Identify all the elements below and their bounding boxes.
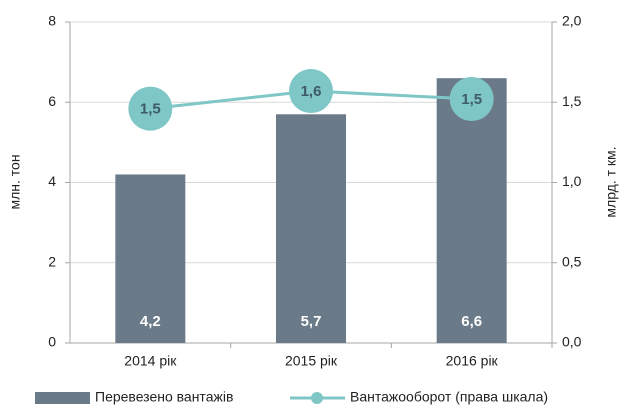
legend-label: Перевезено вантажів xyxy=(95,389,233,405)
line-value-label: 1,6 xyxy=(301,83,322,100)
legend-label: Вантажооборот (права шкала) xyxy=(350,389,548,405)
y-tick-label: 4 xyxy=(48,173,56,189)
bar xyxy=(115,174,186,343)
y-tick-label: 2 xyxy=(48,253,56,269)
line-marker xyxy=(449,77,494,122)
y2-tick-label: 0,0 xyxy=(562,334,582,350)
x-tick-label: 2016 рік xyxy=(446,353,499,369)
legend-swatch xyxy=(35,392,90,404)
line-value-label: 1,5 xyxy=(140,101,161,118)
bar-value-label: 6,6 xyxy=(461,313,482,330)
line-value-label: 1,5 xyxy=(461,91,482,108)
bar-value-label: 4,2 xyxy=(140,313,161,330)
line-marker xyxy=(128,86,173,131)
y2-tick-label: 1,0 xyxy=(562,173,582,189)
line-marker xyxy=(289,69,333,114)
y-tick-label: 8 xyxy=(48,13,56,29)
x-tick-label: 2015 рік xyxy=(285,353,338,369)
x-tick-label: 2014 рік xyxy=(124,353,177,369)
bar xyxy=(276,114,346,343)
y2-tick-label: 0,5 xyxy=(562,253,582,269)
bar-value-label: 5,7 xyxy=(301,313,322,330)
legend-swatch-marker xyxy=(311,392,323,404)
y-axis-label: млн. тон xyxy=(7,154,23,209)
bar xyxy=(436,78,507,344)
y2-tick-label: 2,0 xyxy=(562,13,582,29)
y2-tick-label: 1,5 xyxy=(562,93,582,109)
y-tick-label: 6 xyxy=(48,93,56,109)
y-tick-label: 0 xyxy=(48,334,56,350)
y2-axis-label: млрд. т км. xyxy=(603,146,619,217)
